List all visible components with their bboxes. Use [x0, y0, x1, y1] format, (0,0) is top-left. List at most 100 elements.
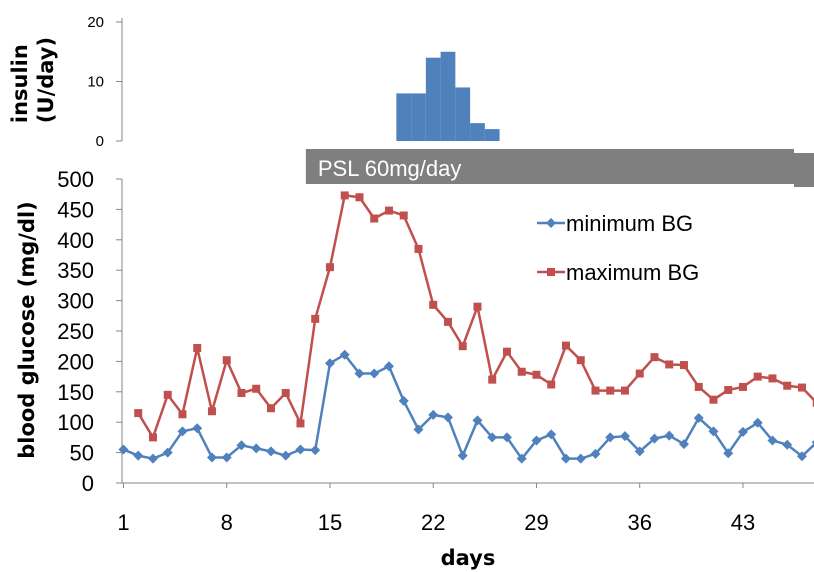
legend: minimum BG maximum BG [537, 211, 699, 285]
data-point [796, 451, 807, 462]
insulin-bar [396, 93, 412, 141]
data-point [649, 433, 660, 444]
series-line [122, 353, 814, 460]
data-point [192, 423, 203, 434]
glucose-x-label: days [441, 546, 496, 570]
data-point [560, 453, 571, 464]
data-point [266, 404, 275, 413]
data-point [148, 433, 157, 442]
data-point [251, 443, 262, 454]
data-point [147, 453, 158, 464]
data-point [501, 432, 512, 443]
legend-swatch-marker [547, 268, 555, 276]
insulin-y-label: insulin (U/day) [8, 37, 58, 123]
data-point [679, 361, 688, 370]
glucose-y-tick-label: 250 [57, 319, 94, 344]
data-point [413, 424, 424, 435]
data-point [576, 356, 585, 365]
data-point [590, 448, 601, 459]
data-point [575, 453, 586, 464]
data-point [281, 389, 290, 398]
data-point [783, 381, 792, 390]
data-point [532, 370, 541, 379]
glucose-x-tick-label: 36 [627, 510, 651, 535]
glucose-series [118, 191, 814, 464]
glucose-x-tick-label: 1 [117, 510, 129, 535]
insulin-tick-label: 0 [96, 133, 104, 150]
glucose-panel: 0 50 100 150 200 250 300 350 400 450 500 1 8 15 22 29 3… [15, 167, 814, 570]
data-point [694, 382, 703, 391]
data-point [457, 450, 468, 461]
data-point [487, 432, 498, 443]
insulin-bar [425, 57, 441, 142]
data-point [797, 383, 806, 392]
data-point [708, 426, 719, 437]
data-point [178, 410, 187, 419]
data-point [634, 446, 645, 457]
data-point [443, 317, 452, 326]
legend-label: maximum BG [566, 260, 699, 285]
data-point [354, 368, 365, 379]
data-point [193, 344, 202, 353]
insulin-bar [455, 87, 471, 141]
data-point [280, 450, 291, 461]
data-point [531, 435, 542, 446]
data-point [207, 407, 216, 416]
glucose-x-tick-label: 43 [731, 510, 755, 535]
insulin-tick-label: 10 [87, 74, 104, 91]
glucose-y-tick-label: 100 [57, 410, 94, 435]
data-point [428, 409, 439, 420]
data-point [339, 349, 350, 360]
psl-label: PSL 60mg/day [318, 156, 462, 181]
data-point [591, 386, 600, 395]
data-point [296, 419, 305, 428]
data-point [605, 432, 616, 443]
glucose-y-tick-label: 300 [57, 289, 94, 314]
data-point [488, 375, 497, 384]
data-point [678, 439, 689, 450]
data-point [738, 382, 747, 391]
data-point [324, 358, 335, 369]
data-point [221, 452, 232, 463]
insulin-y-ticks: 0 10 20 [87, 14, 122, 150]
data-point [709, 395, 718, 404]
data-point [133, 450, 144, 461]
data-point [355, 193, 364, 202]
data-point [414, 244, 423, 253]
data-point [236, 440, 247, 451]
data-point [458, 342, 467, 351]
data-point [118, 444, 129, 455]
data-point [442, 412, 453, 423]
data-point [399, 211, 408, 220]
insulin-bars [396, 51, 500, 142]
data-point [206, 452, 217, 463]
glucose-y-tick-label: 400 [57, 228, 94, 253]
data-point [163, 390, 172, 399]
data-point [737, 426, 748, 437]
legend-swatch-marker [546, 218, 556, 228]
data-point [311, 314, 320, 323]
data-point [265, 446, 276, 457]
data-point [664, 430, 675, 441]
data-point [177, 426, 188, 437]
data-point [370, 214, 379, 223]
glucose-x-tick-label: 29 [524, 510, 548, 535]
data-point [723, 448, 734, 459]
data-point [473, 302, 482, 311]
data-point [619, 431, 630, 442]
insulin-y-label-line-2: (U/day) [34, 37, 58, 123]
data-point [693, 412, 704, 423]
glucose-x-ticks: 1 8 15 22 29 36 43 [117, 483, 755, 535]
glucose-y-tick-label: 450 [57, 197, 94, 222]
insulin-bar [440, 51, 456, 141]
data-point [502, 347, 511, 356]
insulin-panel: 0 10 20 insulin (U/day) [8, 14, 500, 150]
data-point [650, 353, 659, 362]
glucose-y-tick-label: 50 [70, 441, 94, 466]
data-point [472, 415, 483, 426]
data-point [547, 380, 556, 389]
data-point [812, 398, 814, 407]
glucose-y-tick-label: 0 [82, 471, 94, 496]
data-point [517, 367, 526, 376]
